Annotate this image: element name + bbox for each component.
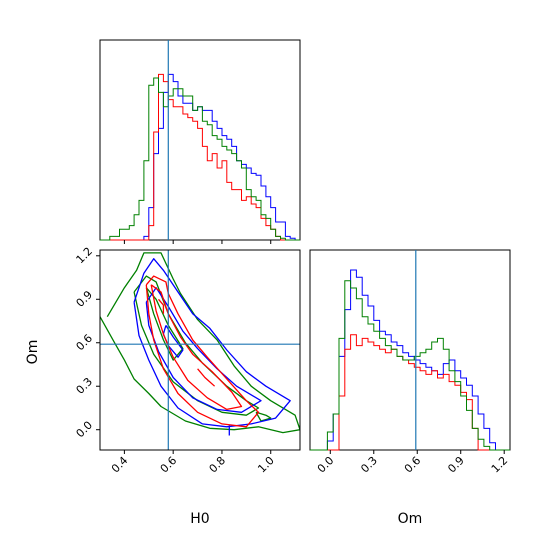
h0-hist-series-2 [100, 77, 300, 241]
om-hist-series-0 [310, 269, 510, 451]
contour-series-2-level-1 [150, 284, 243, 411]
contour-series-0-level-3 [255, 411, 272, 422]
h0-axis-label: H0 [190, 511, 209, 527]
contour-series-0-level-2 [145, 287, 184, 361]
contour-series-1-level-1 [145, 287, 262, 413]
om-y-axis-label: Om [25, 340, 41, 365]
h0-hist-frame [99, 39, 301, 241]
h0-hist-series-1 [100, 73, 300, 241]
contour-series-2-level-3 [197, 368, 216, 387]
contour-series-2-level-2 [158, 298, 165, 314]
contour-series-1-level-0 [133, 258, 291, 428]
contour-series-0-level-0 [100, 252, 300, 434]
h0-marginal-panel [99, 39, 301, 244]
om-axis-label: Om [398, 511, 423, 527]
om-hist-frame [309, 249, 511, 451]
om-hist-series-2 [310, 280, 510, 451]
h0-hist-series-0 [100, 73, 300, 241]
contour-plot-area [100, 250, 300, 450]
contour-frame [99, 249, 301, 451]
